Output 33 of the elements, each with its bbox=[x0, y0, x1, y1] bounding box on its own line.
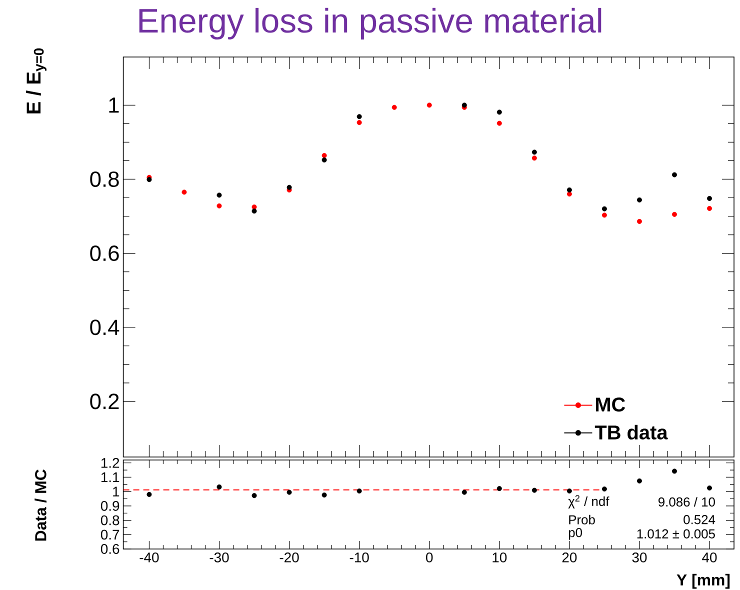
annotation: p0 bbox=[568, 528, 582, 540]
x-tick-label: -30 bbox=[210, 552, 229, 562]
x-tick-label: 30 bbox=[632, 552, 647, 562]
y-tick-label: 0.4 bbox=[90, 320, 120, 336]
annotation: 0.524 bbox=[684, 515, 716, 524]
y-tick-label: 0.8 bbox=[90, 171, 119, 187]
y-axis-title: E / E$_{y=0}$ bbox=[26, 48, 46, 114]
annotation: Prob bbox=[569, 514, 595, 524]
legend-label: TB data bbox=[594, 424, 668, 440]
y-tick-label: 1 bbox=[109, 98, 119, 113]
y-tick-label: 0.6 bbox=[100, 544, 120, 554]
x-tick-label: 0 bbox=[426, 552, 433, 562]
annotation: χ$^{2}$ / ndf bbox=[568, 495, 610, 509]
y-tick-label: 0.8 bbox=[100, 515, 120, 526]
y-axis-title: Data / MC bbox=[34, 470, 46, 541]
y-tick-label: 0.6 bbox=[90, 246, 119, 262]
annotation: 9.086 / 10 bbox=[658, 497, 715, 507]
x-tick-label: 40 bbox=[702, 552, 717, 562]
y-tick-label: 0.9 bbox=[100, 500, 120, 511]
annotation: 1.012 ± 0.005 bbox=[637, 529, 715, 538]
x-axis-title: Y [mm] bbox=[676, 574, 730, 589]
legend-label: MC bbox=[596, 397, 626, 412]
y-tick-label: 1 bbox=[113, 486, 120, 496]
x-tick-label: -40 bbox=[140, 552, 159, 562]
y-tick-label: 0.7 bbox=[100, 530, 120, 540]
x-tick-label: 20 bbox=[562, 552, 577, 562]
x-tick-label: -20 bbox=[280, 552, 299, 562]
y-tick-label: 0.2 bbox=[90, 394, 119, 410]
x-tick-label: -10 bbox=[350, 552, 369, 562]
y-tick-label: 1.2 bbox=[101, 458, 120, 468]
chart-title: Energy loss in passive material bbox=[139, 8, 602, 40]
y-tick-label: 1.1 bbox=[101, 472, 120, 482]
x-tick-label: 10 bbox=[492, 552, 507, 562]
